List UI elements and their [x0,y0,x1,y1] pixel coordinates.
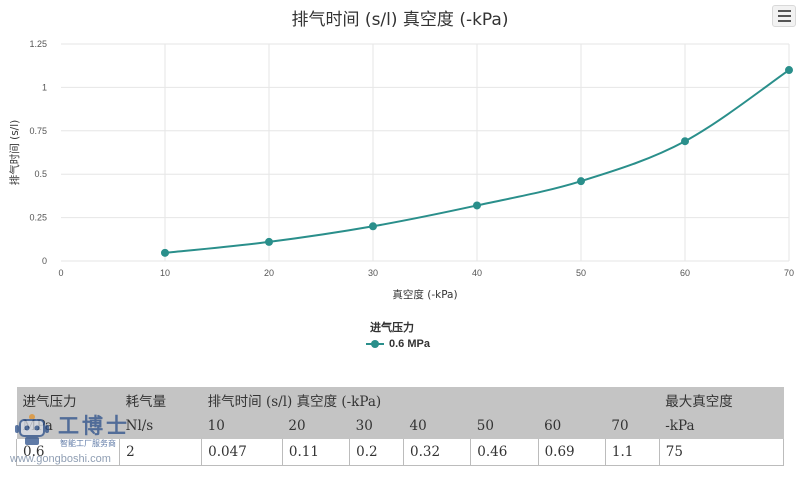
table-cell: 0.46 [470,439,539,466]
chart-title: 排气时间 (s/l) 真空度 (-kPa) [291,10,509,30]
table-cell: 75 [658,439,785,466]
table-cell: 2 [119,439,202,466]
subheader-cell: 60 [538,413,606,439]
header-air-consumption: 耗气量 [119,387,202,413]
data-point [785,66,793,75]
y-axis-title: 排气时间 (s/l) [8,120,21,185]
subheader-cell: 20 [282,413,350,439]
data-point [473,201,481,210]
y-tick-label: 0.5 [34,169,47,179]
data-point [265,237,273,246]
x-tick-label: 20 [264,268,274,278]
spec-table: 进气压力 耗气量 排气时间 (s/l) 真空度 (-kPa) 最大真空度 MPa… [15,387,785,466]
x-tick-label: 40 [472,268,482,278]
subheader-cell: Nl/s [119,413,202,439]
x-tick-label: 70 [784,268,794,278]
y-tick-label: 1.25 [29,39,47,49]
header-exhaust-time: 排气时间 (s/l) 真空度 (-kPa) [201,387,660,413]
y-tick-label: 0.75 [29,126,47,136]
subheader-cell: 40 [403,413,471,439]
table-header-row: 进气压力 耗气量 排气时间 (s/l) 真空度 (-kPa) 最大真空度 [16,387,784,413]
table-cell: 0.69 [537,439,606,466]
y-tick-label: 0.25 [29,213,47,223]
table-cell: 1.1 [604,439,660,466]
table-subheader-row: MPa Nl/s 10 20 30 40 50 60 70 -kPa [16,413,784,439]
line-chart: 0 10 20 30 40 50 60 70 0 0.25 0.5 0.75 1 1.25 真空度 (-kP… [8,39,794,301]
legend-dot [371,340,379,348]
subheader-cell: 50 [470,413,539,439]
x-tick-label: 60 [680,268,690,278]
hamburger-menu-icon [777,10,791,12]
header-inlet-pressure: 进气压力 [16,387,120,413]
legend-item-series[interactable]: 0.6 MPa [366,338,430,350]
table-cell: 0.047 [201,439,283,466]
x-axis-title: 真空度 (-kPa) [392,288,457,301]
table-cell: 0.11 [281,439,350,466]
subheader-cell: -kPa [659,413,784,439]
table-cell: 0.32 [403,439,471,466]
subheader-cell: 10 [201,413,283,439]
hamburger-menu-icon-bar [777,20,791,22]
x-tick-label: 10 [160,268,170,278]
y-tick-label: 0 [42,256,47,266]
legend-series-icon [366,339,384,349]
subheader-cell: 30 [349,413,404,439]
subheader-cell: MPa [16,413,120,439]
chart-menu-button[interactable] [772,5,796,27]
x-tick-label: 50 [576,268,586,278]
table-row: 0.6 2 0.047 0.11 0.2 0.32 0.46 0.69 1.1 … [15,439,785,466]
x-tick-label: 0 [58,268,63,278]
subheader-cell: 70 [605,413,660,439]
data-point [369,222,377,231]
table-cell: 0.2 [349,439,404,466]
y-tick-label: 1 [42,82,47,92]
legend-title: 进气压力 [370,321,414,334]
data-point [681,137,689,146]
legend-series-label: 0.6 MPa [389,338,430,350]
data-point [577,177,585,186]
x-tick-label: 30 [368,268,378,278]
hamburger-menu-icon-bar [777,15,791,17]
header-max-vacuum: 最大真空度 [659,387,784,413]
data-point [161,248,169,257]
table-cell: 0.6 [15,439,120,466]
